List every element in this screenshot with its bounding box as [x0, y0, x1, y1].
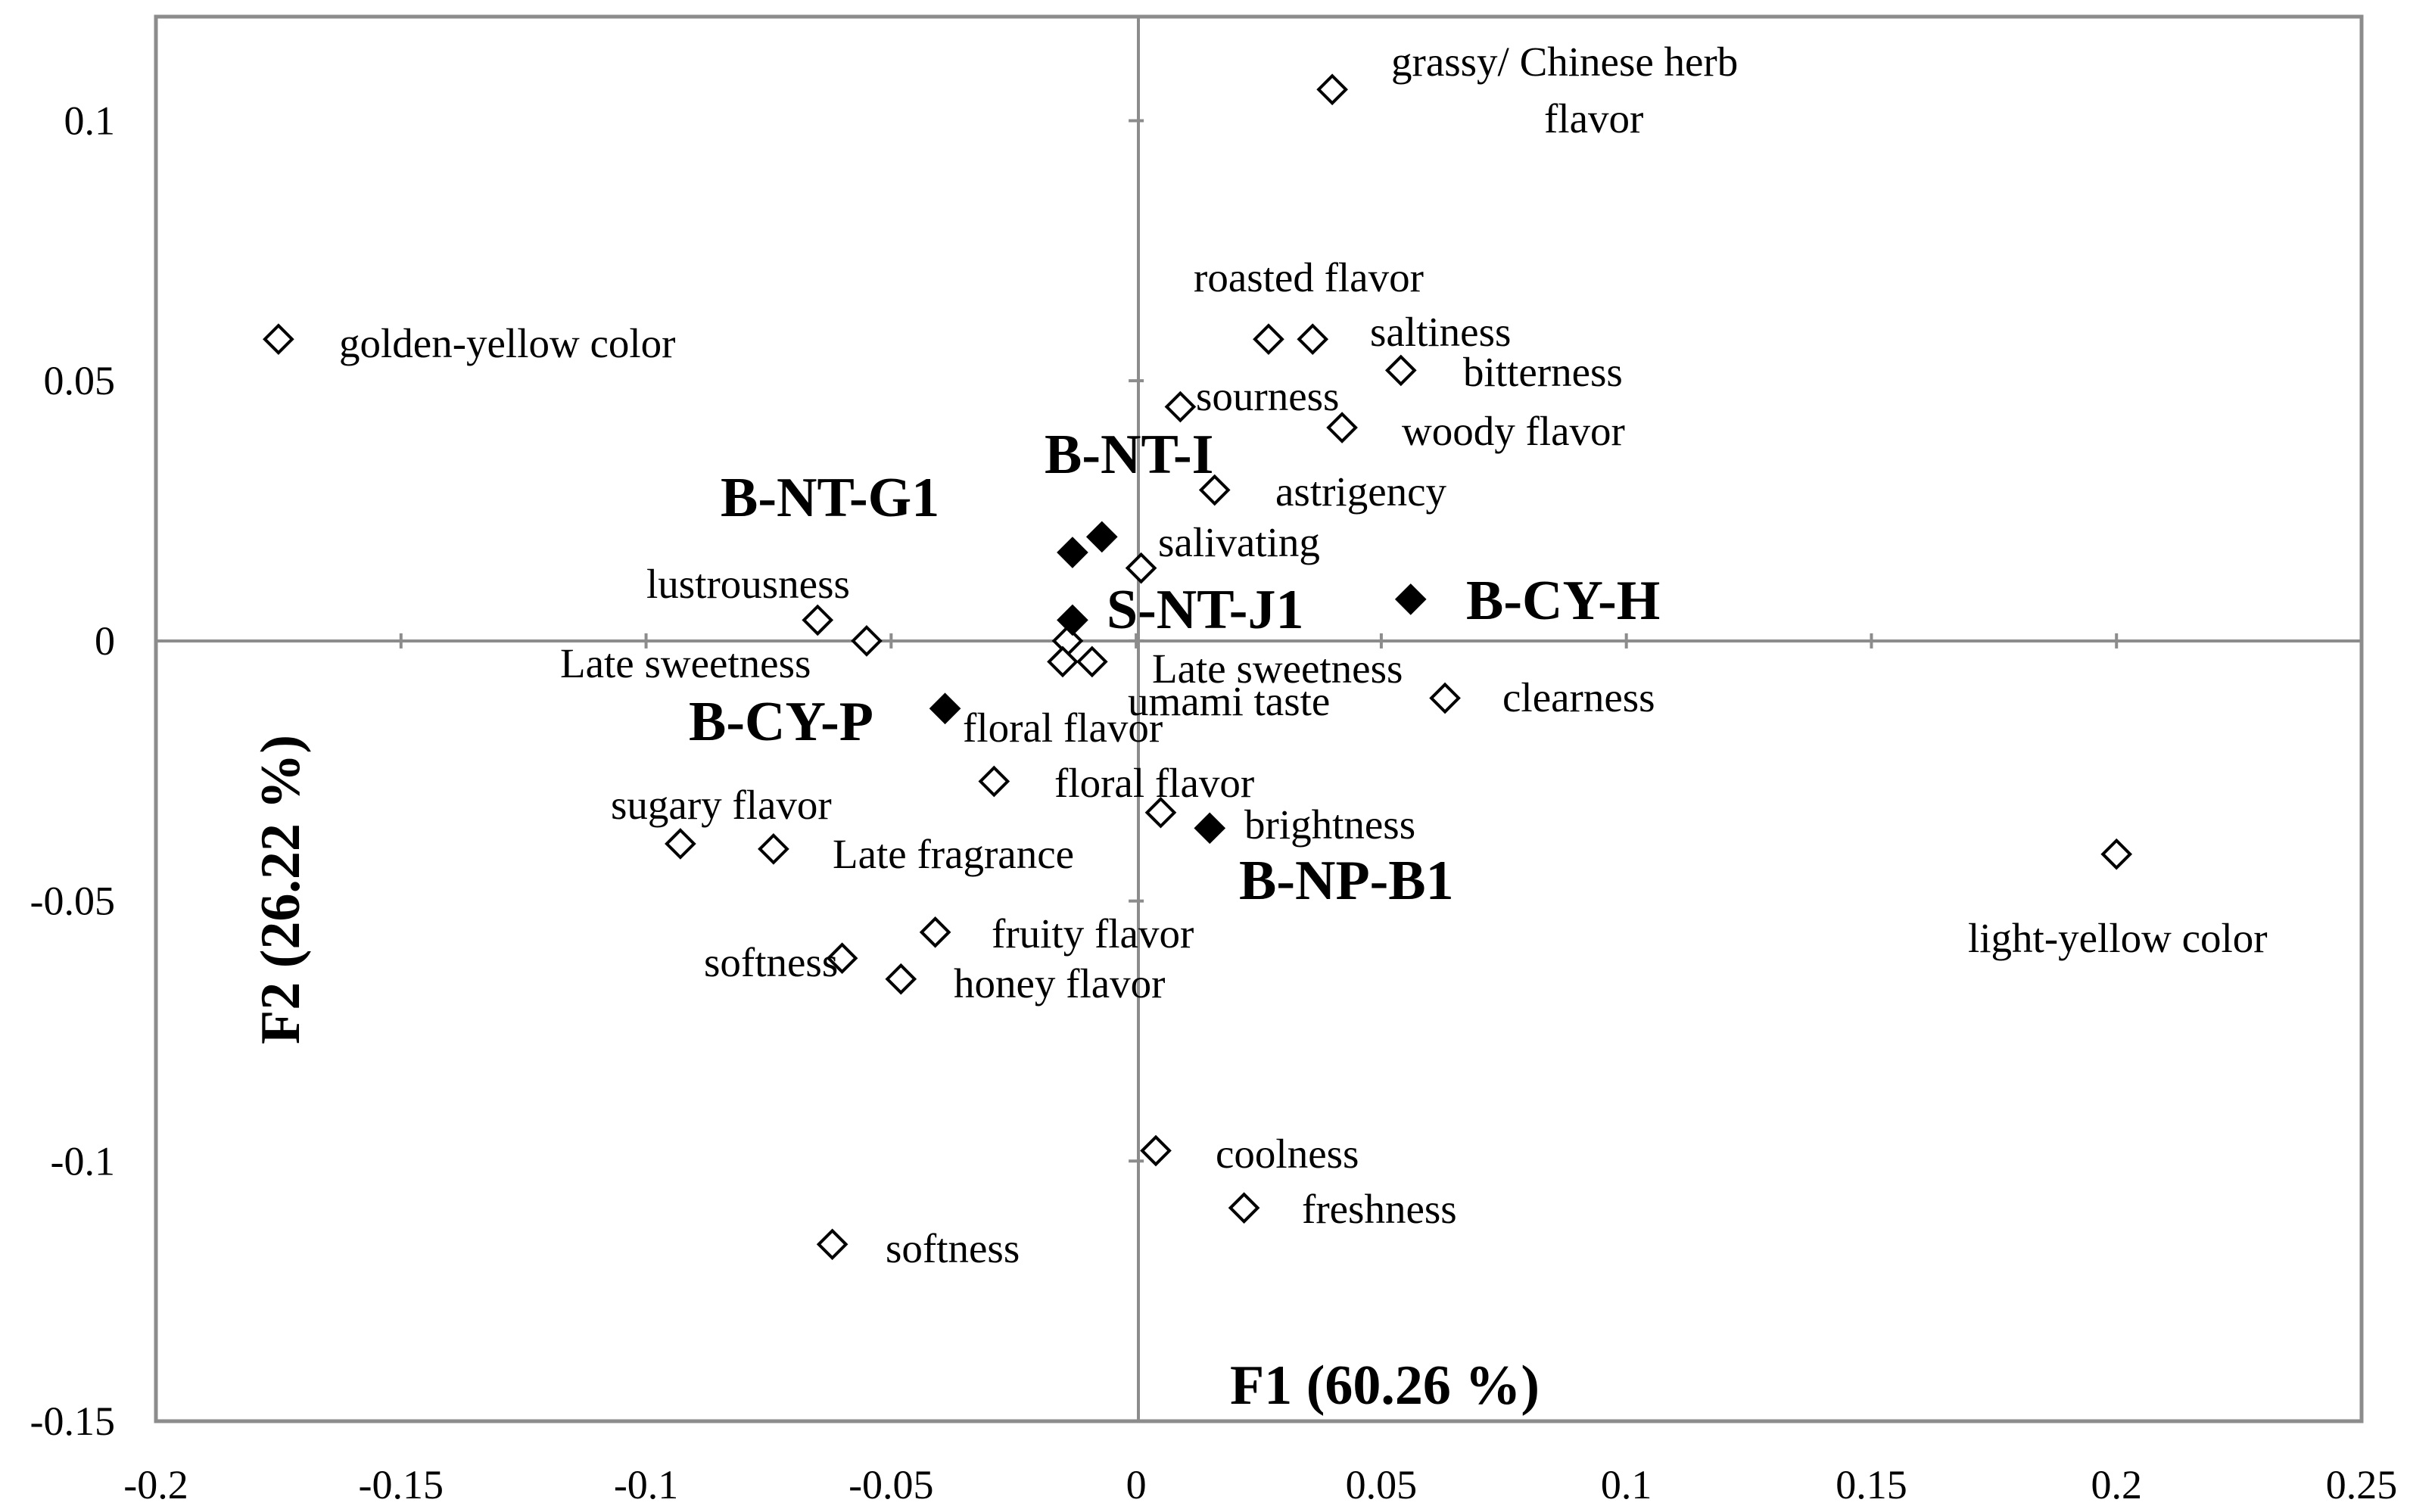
sample-marker [1057, 604, 1088, 636]
attribute-marker [1047, 646, 1079, 678]
sample-marker [1085, 521, 1118, 553]
attribute-marker [1125, 552, 1157, 584]
attribute-marker [2100, 838, 2133, 870]
attribute-label: golden-yellow color [339, 320, 675, 366]
attribute-marker [1140, 1134, 1172, 1167]
attribute-label: softness [704, 939, 838, 985]
attribute-marker [758, 833, 789, 865]
attribute-marker [816, 1228, 848, 1261]
attribute-label: fruity flavor [992, 910, 1194, 957]
attribute-label: floral flavor [1054, 760, 1254, 806]
sample-label: S-NT-J1 [1107, 579, 1303, 641]
plot-frame [154, 14, 2364, 1423]
x-tick-labels: -0.2 -0.15 -0.1 -0.05 0 0.05 0.1 0.15 0.2 0.25 [123, 1462, 2397, 1507]
attribute-marker [1253, 323, 1284, 356]
attribute-marker [919, 916, 951, 948]
attribute-marker [1144, 796, 1177, 829]
x-axis-title: F1 (60.26 %) [1230, 1355, 1540, 1417]
point-labels: grassy/ Chinese herb flavor golden-yellow … [339, 39, 2268, 1271]
attribute-label: salivating [1158, 519, 1320, 565]
attribute-marker [263, 323, 294, 356]
attribute-label: Late sweetness [560, 640, 811, 686]
x-tick-label: 0.25 [2326, 1462, 2398, 1507]
sample-label: B-CY-H [1466, 570, 1660, 632]
attribute-label: clearness [1502, 674, 1655, 720]
y-axis-title: F2 (26.22 %) [250, 735, 312, 1044]
sample-marker [929, 692, 961, 725]
attribute-marker [1076, 646, 1108, 678]
attribute-marker [665, 828, 696, 860]
sample-label: B-CY-P [689, 691, 873, 753]
x-tick-label: 0.1 [1601, 1462, 1652, 1507]
attribute-marker [1198, 474, 1231, 506]
x-tick-label: 0 [1126, 1462, 1147, 1507]
attribute-label: astrigency [1275, 468, 1447, 515]
y-tick-label: 0.1 [64, 98, 116, 143]
sample-label: B-NT-G1 [721, 467, 939, 529]
attribute-label: Late sweetness [1152, 646, 1403, 692]
attribute-label: coolness [1216, 1131, 1359, 1177]
attribute-label: sourness [1196, 373, 1339, 419]
sample-marker [1057, 537, 1088, 568]
x-tick-label: -0.15 [359, 1462, 444, 1507]
sample-label: B-NP-B1 [1239, 850, 1454, 912]
attribute-marker [1051, 625, 1084, 657]
attribute-marker [1228, 1192, 1260, 1224]
attribute-label: floral flavor [963, 705, 1163, 751]
attribute-label: lustrousness [646, 561, 850, 607]
attribute-label: bitterness [1463, 349, 1623, 395]
attribute-label: woody flavor [1402, 408, 1625, 454]
attribute-marker [826, 942, 858, 975]
y-tick-label: -0.15 [30, 1398, 115, 1444]
sample-marker [1194, 812, 1226, 845]
y-tick-label: 0 [95, 618, 115, 664]
attribute-label: saltiness [1370, 309, 1511, 355]
x-tick-label: 0.2 [2091, 1462, 2142, 1507]
attribute-label: brightness [1244, 801, 1415, 848]
attribute-label: flavor [1544, 95, 1643, 142]
attribute-marker [851, 625, 883, 657]
data-markers [263, 73, 2133, 1261]
attribute-marker [885, 963, 917, 995]
x-tick-label: -0.2 [123, 1462, 188, 1507]
y-tick-label: -0.05 [30, 879, 115, 924]
attribute-marker [1164, 390, 1197, 423]
attribute-marker [1316, 73, 1348, 106]
axis-ticks [154, 119, 2363, 1423]
y-tick-label: -0.1 [51, 1138, 115, 1184]
attribute-label: roasted flavor [1194, 254, 1424, 300]
x-tick-label: -0.05 [848, 1462, 933, 1507]
attribute-label: softness [886, 1225, 1020, 1271]
attribute-marker [978, 765, 1010, 798]
attribute-marker [1429, 682, 1461, 714]
attribute-marker [1297, 323, 1329, 356]
attribute-label: honey flavor [954, 960, 1166, 1006]
attribute-label: grassy/ Chinese herb [1391, 39, 1738, 85]
x-tick-label: 0.05 [1346, 1462, 1418, 1507]
attribute-label: freshness [1302, 1186, 1457, 1232]
sample-marker [1394, 583, 1427, 615]
x-tick-label: -0.1 [614, 1462, 678, 1507]
attribute-marker [802, 604, 834, 636]
attribute-label: umami taste [1128, 678, 1330, 724]
x-tick-label: 0.15 [1836, 1462, 1907, 1507]
attribute-label: Late fragrance [833, 831, 1074, 877]
attribute-label: light-yellow color [1968, 915, 2268, 961]
sample-label: B-NT-I [1045, 424, 1213, 486]
y-tick-labels: -0.15 -0.1 -0.05 0 0.05 0.1 [30, 98, 115, 1444]
attribute-label: sugary flavor [611, 782, 832, 828]
attribute-marker [1326, 412, 1358, 443]
y-tick-label: 0.05 [44, 358, 116, 403]
attribute-marker [1384, 354, 1417, 387]
